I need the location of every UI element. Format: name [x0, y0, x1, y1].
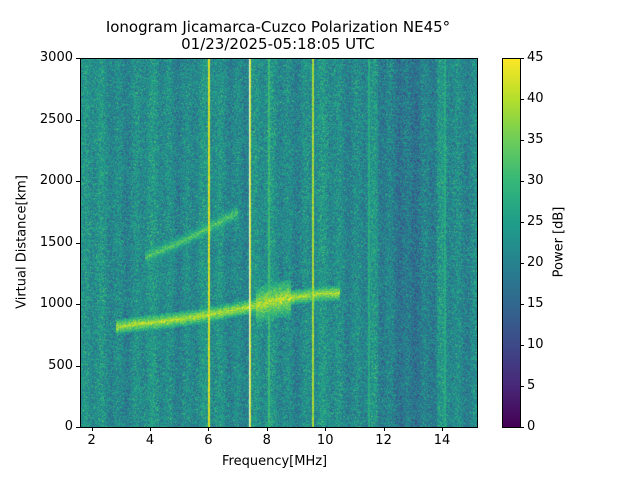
x-tick-mark	[441, 427, 443, 431]
y-tick-mark	[76, 365, 80, 367]
y-axis-label: Virtual Distance[km]	[14, 175, 30, 309]
ionogram-heatmap	[80, 58, 477, 427]
colorbar-tick-mark	[520, 427, 524, 428]
colorbar-tick-label: 45	[527, 50, 544, 65]
x-tick-label: 2	[87, 433, 96, 448]
y-tick-mark	[76, 181, 80, 182]
colorbar-tick-label: 0	[527, 419, 536, 434]
colorbar-tick-label: 25	[527, 214, 544, 229]
colorbar-tick-label: 15	[527, 296, 544, 311]
colorbar-tick-label: 35	[527, 132, 544, 147]
x-tick-mark	[383, 427, 385, 431]
y-tick-mark	[76, 427, 80, 428]
colorbar-tick-label: 10	[527, 337, 544, 352]
y-tick-mark	[76, 119, 80, 121]
colorbar-tick-mark	[520, 304, 524, 305]
x-tick-mark	[325, 427, 327, 431]
y-tick-label: 3000	[39, 50, 73, 65]
colorbar-tick-label: 30	[527, 173, 544, 188]
colorbar-tick-mark	[520, 345, 524, 346]
x-tick-mark	[208, 427, 210, 431]
colorbar-tick-mark	[520, 58, 524, 59]
y-tick-mark	[76, 304, 80, 305]
x-tick-mark	[266, 427, 268, 431]
y-tick-mark	[76, 58, 80, 59]
colorbar	[502, 58, 520, 427]
colorbar-tick-mark	[520, 181, 524, 182]
y-tick-label: 0	[64, 419, 73, 434]
y-tick-label: 1500	[39, 234, 73, 250]
x-tick-label: 14	[433, 433, 451, 448]
y-tick-mark	[76, 242, 80, 244]
x-tick-label: 6	[204, 433, 213, 448]
y-tick-label: 2000	[39, 173, 73, 188]
y-tick-label: 2500	[39, 111, 73, 127]
y-tick-label: 500	[48, 357, 73, 373]
colorbar-tick-label: 40	[527, 91, 544, 106]
colorbar-tick-mark	[520, 99, 524, 100]
y-tick-label: 1000	[39, 296, 73, 311]
x-tick-label: 8	[262, 433, 271, 448]
x-tick-mark	[150, 427, 152, 431]
x-axis-label: Frequency[MHz]	[222, 454, 328, 469]
colorbar-tick-label: 5	[527, 378, 536, 393]
x-tick-label: 4	[145, 433, 155, 448]
colorbar-label: Power [dB]	[551, 206, 567, 278]
colorbar-tick-mark	[520, 222, 524, 223]
colorbar-tick-mark	[520, 140, 524, 141]
colorbar-tick-label: 20	[527, 255, 544, 270]
colorbar-tick-mark	[520, 386, 524, 387]
x-tick-label: 12	[375, 433, 392, 448]
x-tick-label: 10	[316, 433, 334, 448]
chart-title: Ionogram Jicamarca-Cuzco Polarization NE…	[105, 18, 451, 36]
colorbar-tick-mark	[520, 263, 524, 264]
chart-subtitle: 01/23/2025-05:18:05 UTC	[181, 35, 375, 53]
x-tick-mark	[91, 427, 93, 431]
